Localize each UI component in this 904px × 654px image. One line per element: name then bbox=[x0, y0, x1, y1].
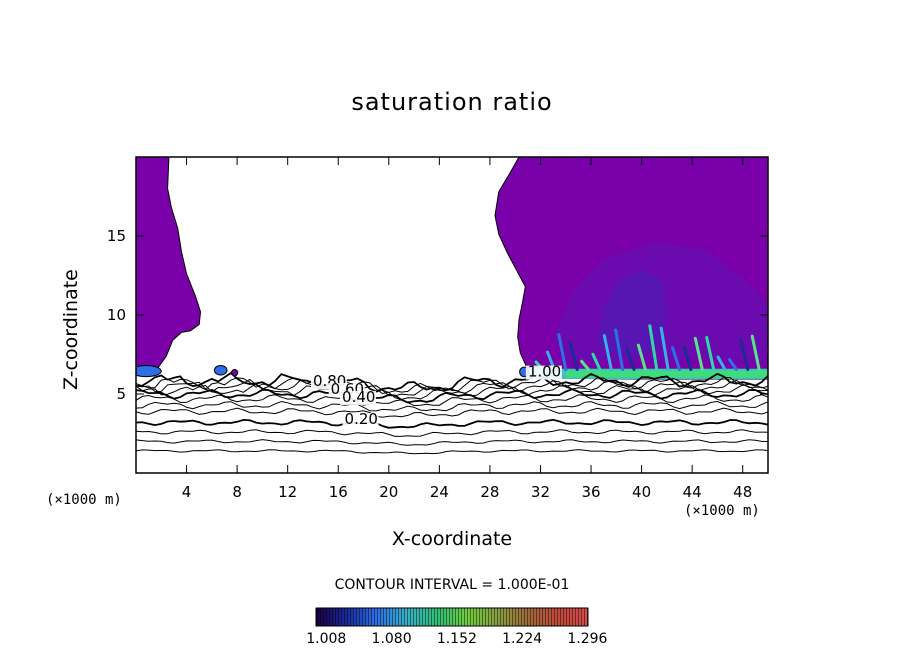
x-axis-label: X-coordinate bbox=[391, 528, 513, 550]
colorbar bbox=[315, 607, 589, 627]
contour-line bbox=[136, 429, 768, 437]
cloud-streak bbox=[636, 343, 647, 372]
cloud-streak bbox=[671, 346, 682, 372]
contour-line bbox=[136, 376, 768, 395]
contour-interval-label: CONTOUR INTERVAL = 1.000E-01 bbox=[334, 577, 570, 593]
x-tick-label: 28 bbox=[480, 483, 499, 501]
x-tick-label: 48 bbox=[733, 483, 752, 501]
chart-title: saturation ratio bbox=[351, 88, 553, 116]
x-axis-ticks: 4 8 12 16 20 24 28 32 36 40 44 48 bbox=[182, 157, 752, 501]
cloud-streak bbox=[693, 336, 704, 372]
cloud-streak bbox=[739, 338, 750, 372]
contour-line bbox=[136, 407, 768, 418]
y-axis-unit: (×1000 m) bbox=[46, 492, 122, 508]
colorbar-frame bbox=[315, 607, 589, 627]
colorbar-tick-label: 1.080 bbox=[371, 631, 412, 647]
x-tick-label: 12 bbox=[278, 483, 297, 501]
contour-line bbox=[136, 388, 768, 404]
contour-line bbox=[136, 439, 768, 446]
contour-line bbox=[136, 371, 768, 393]
cloud-streak bbox=[602, 334, 613, 372]
contour-label: 0.20 bbox=[345, 410, 378, 428]
cloud-base-streaks bbox=[534, 324, 761, 372]
cloud-streak bbox=[614, 328, 625, 372]
contour-label: 1.00 bbox=[528, 363, 561, 381]
contour-line bbox=[136, 394, 768, 407]
cloud-streak bbox=[727, 358, 738, 372]
contour-line bbox=[136, 378, 768, 397]
cloud-streak bbox=[625, 347, 636, 372]
x-tick-label: 24 bbox=[430, 483, 449, 501]
y-axis-ticks: 5 10 15 bbox=[107, 227, 768, 403]
plot-area bbox=[136, 157, 768, 455]
cloud-streak bbox=[557, 333, 568, 372]
x-tick-label: 36 bbox=[581, 483, 600, 501]
cloud-streak bbox=[591, 352, 602, 372]
cloud-streak bbox=[682, 345, 693, 372]
x-tick-label: 32 bbox=[531, 483, 550, 501]
cloud-streak bbox=[750, 334, 761, 372]
cloud-streak bbox=[716, 355, 727, 372]
x-tick-label: 8 bbox=[232, 483, 242, 501]
contour-line bbox=[136, 400, 768, 412]
y-tick-label: 10 bbox=[107, 306, 126, 324]
x-axis-unit: (×1000 m) bbox=[684, 503, 760, 519]
contour-label-background bbox=[525, 365, 562, 380]
x-tick-label: 16 bbox=[329, 483, 348, 501]
x-tick-label: 40 bbox=[632, 483, 651, 501]
x-tick-label: 20 bbox=[379, 483, 398, 501]
contour-line bbox=[136, 383, 768, 401]
colorbar-lines bbox=[316, 608, 588, 626]
y-tick-label: 5 bbox=[116, 385, 126, 403]
colorbar-tick-label: 1.296 bbox=[567, 631, 608, 647]
contour-lines bbox=[136, 371, 768, 455]
contour-label-background bbox=[340, 390, 377, 405]
left-supersaturated-region bbox=[136, 157, 202, 373]
x-tick-label: 4 bbox=[182, 483, 192, 501]
y-axis-label: Z-coordinate bbox=[60, 269, 82, 390]
colorbar-tick-label: 1.224 bbox=[502, 631, 543, 647]
x-tick-label: 44 bbox=[683, 483, 702, 501]
contour-label: 0.40 bbox=[342, 388, 375, 406]
cloud-streak bbox=[568, 341, 579, 372]
colorbar-tick-label: 1.152 bbox=[436, 631, 477, 647]
contour-line bbox=[136, 449, 768, 455]
colorbar-tick-label: 1.008 bbox=[306, 631, 347, 647]
cloud-base-blob bbox=[213, 365, 228, 376]
y-tick-label: 15 bbox=[107, 227, 126, 245]
contour-line bbox=[136, 418, 768, 429]
cloud-streak bbox=[659, 326, 670, 372]
cloud-base-green-band bbox=[565, 370, 768, 378]
cloud-streak bbox=[705, 335, 716, 372]
cloud-streak bbox=[648, 324, 659, 372]
cloud-base-blob bbox=[136, 365, 162, 378]
colorbar-tick-labels: 1.008 1.080 1.152 1.224 1.296 bbox=[300, 631, 610, 649]
contour-label-background bbox=[342, 413, 379, 428]
cloud-streak bbox=[580, 359, 591, 372]
contour-labels: 0.800.600.400.201.00 bbox=[310, 363, 562, 428]
